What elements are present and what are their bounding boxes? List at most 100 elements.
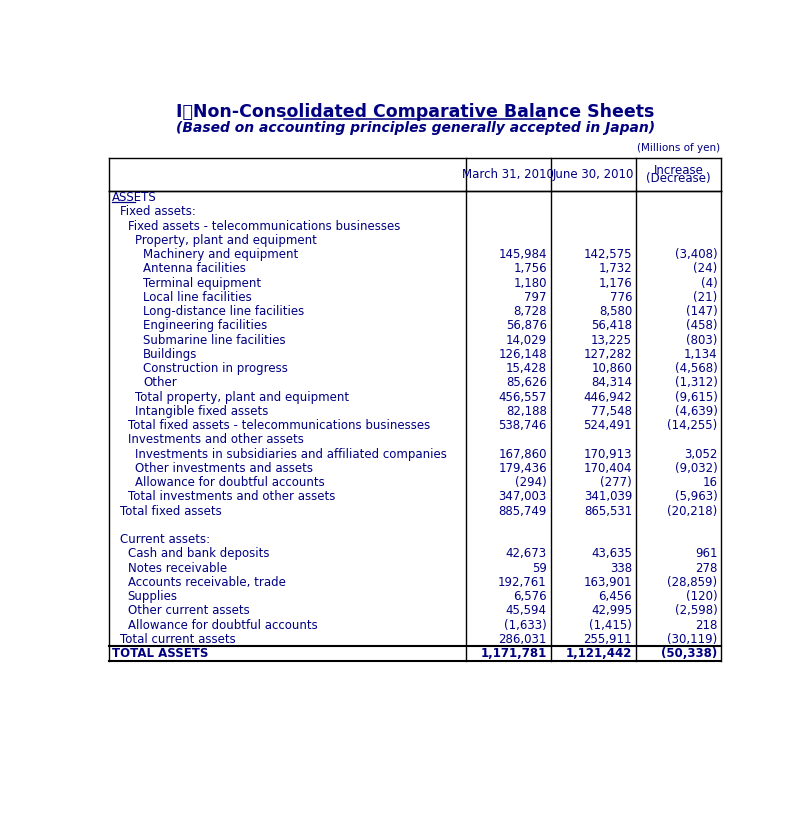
Text: Construction in progress: Construction in progress: [143, 362, 288, 375]
Text: Investments and other assets: Investments and other assets: [128, 433, 304, 446]
Text: 170,404: 170,404: [584, 462, 632, 475]
Text: 1,176: 1,176: [599, 276, 632, 290]
Text: 6,456: 6,456: [599, 590, 632, 603]
Text: Intangible fixed assets: Intangible fixed assets: [135, 405, 269, 418]
Text: (Decrease): (Decrease): [646, 172, 711, 185]
Text: 59: 59: [532, 562, 547, 575]
Text: Total fixed assets: Total fixed assets: [120, 505, 222, 517]
Text: Supplies: Supplies: [128, 590, 177, 603]
Text: 885,749: 885,749: [498, 505, 547, 517]
Text: 1,732: 1,732: [599, 262, 632, 276]
Text: Buildings: Buildings: [143, 348, 198, 361]
Text: 84,314: 84,314: [591, 376, 632, 389]
Text: 179,436: 179,436: [498, 462, 547, 475]
Text: 278: 278: [695, 562, 718, 575]
Text: June 30, 2010: June 30, 2010: [552, 168, 634, 181]
Text: (2,598): (2,598): [675, 605, 718, 617]
Text: (1,633): (1,633): [504, 619, 547, 632]
Text: (4,568): (4,568): [675, 362, 718, 375]
Text: (1,415): (1,415): [589, 619, 632, 632]
Text: (20,218): (20,218): [667, 505, 718, 517]
Text: 56,418: 56,418: [591, 319, 632, 332]
Text: (50,338): (50,338): [661, 647, 718, 660]
Text: (28,859): (28,859): [667, 576, 718, 589]
Text: 42,995: 42,995: [591, 605, 632, 617]
Text: Fixed assets:: Fixed assets:: [120, 205, 196, 219]
Text: 456,557: 456,557: [498, 391, 547, 403]
Text: Total investments and other assets: Total investments and other assets: [128, 490, 335, 503]
Text: (4,639): (4,639): [675, 405, 718, 418]
Text: 77,548: 77,548: [591, 405, 632, 418]
Text: (30,119): (30,119): [667, 633, 718, 646]
Text: 167,860: 167,860: [498, 448, 547, 460]
Text: 192,761: 192,761: [498, 576, 547, 589]
Text: Allowance for doubtful accounts: Allowance for doubtful accounts: [128, 619, 318, 632]
Text: Other: Other: [143, 376, 177, 389]
Text: Current assets:: Current assets:: [120, 533, 210, 546]
Text: 8,580: 8,580: [599, 305, 632, 318]
Text: Antenna facilities: Antenna facilities: [143, 262, 246, 276]
Text: 1,171,781: 1,171,781: [480, 647, 547, 660]
Text: 145,984: 145,984: [498, 248, 547, 262]
Text: 16: 16: [702, 476, 718, 489]
Text: (9,032): (9,032): [675, 462, 718, 475]
Text: 347,003: 347,003: [499, 490, 547, 503]
Text: (277): (277): [600, 476, 632, 489]
Text: (14,255): (14,255): [667, 419, 718, 432]
Text: Allowance for doubtful accounts: Allowance for doubtful accounts: [135, 476, 325, 489]
Text: (803): (803): [686, 333, 718, 346]
Text: 85,626: 85,626: [506, 376, 547, 389]
Text: Accounts receivable, trade: Accounts receivable, trade: [128, 576, 285, 589]
Text: Total property, plant and equipment: Total property, plant and equipment: [135, 391, 349, 403]
Text: (24): (24): [693, 262, 718, 276]
Text: Investments in subsidiaries and affiliated companies: Investments in subsidiaries and affiliat…: [135, 448, 447, 460]
Text: (147): (147): [685, 305, 718, 318]
Text: TOTAL ASSETS: TOTAL ASSETS: [112, 647, 208, 660]
Text: March 31, 2010: March 31, 2010: [463, 168, 554, 181]
Text: Total current assets: Total current assets: [120, 633, 236, 646]
Text: 45,594: 45,594: [506, 605, 547, 617]
Text: (1,312): (1,312): [675, 376, 718, 389]
Text: (458): (458): [686, 319, 718, 332]
Text: 218: 218: [695, 619, 718, 632]
Text: Long-distance line facilities: Long-distance line facilities: [143, 305, 305, 318]
Text: (9,615): (9,615): [675, 391, 718, 403]
Text: 797: 797: [524, 291, 547, 304]
Text: Increase: Increase: [654, 164, 704, 177]
Text: 1,180: 1,180: [514, 276, 547, 290]
Text: 163,901: 163,901: [584, 576, 632, 589]
Text: Fixed assets - telecommunications businesses: Fixed assets - telecommunications busine…: [128, 219, 400, 233]
Text: 15,428: 15,428: [506, 362, 547, 375]
Text: 776: 776: [610, 291, 632, 304]
Text: ASSETS: ASSETS: [112, 191, 157, 205]
Text: (21): (21): [693, 291, 718, 304]
Text: I．Non-Consolidated Comparative Balance Sheets: I．Non-Consolidated Comparative Balance S…: [176, 103, 654, 121]
Text: 446,942: 446,942: [583, 391, 632, 403]
Text: (4): (4): [701, 276, 718, 290]
Text: Other current assets: Other current assets: [128, 605, 249, 617]
Text: Submarine line facilities: Submarine line facilities: [143, 333, 286, 346]
Text: 42,673: 42,673: [505, 547, 547, 560]
Text: 865,531: 865,531: [584, 505, 632, 517]
Text: Local line facilities: Local line facilities: [143, 291, 252, 304]
Text: 341,039: 341,039: [584, 490, 632, 503]
Text: 286,031: 286,031: [498, 633, 547, 646]
Text: (294): (294): [515, 476, 547, 489]
Text: 142,575: 142,575: [584, 248, 632, 262]
Text: 1,121,442: 1,121,442: [565, 647, 632, 660]
Text: 1,756: 1,756: [514, 262, 547, 276]
Text: 961: 961: [695, 547, 718, 560]
Text: 3,052: 3,052: [684, 448, 718, 460]
Text: 524,491: 524,491: [583, 419, 632, 432]
Text: 126,148: 126,148: [498, 348, 547, 361]
Text: 538,746: 538,746: [498, 419, 547, 432]
Text: (5,963): (5,963): [675, 490, 718, 503]
Text: 6,576: 6,576: [514, 590, 547, 603]
Text: Property, plant and equipment: Property, plant and equipment: [135, 234, 318, 247]
Text: 14,029: 14,029: [505, 333, 547, 346]
Text: (120): (120): [686, 590, 718, 603]
Text: Notes receivable: Notes receivable: [128, 562, 227, 575]
Text: Other investments and assets: Other investments and assets: [135, 462, 313, 475]
Text: Total fixed assets - telecommunications businesses: Total fixed assets - telecommunications …: [128, 419, 430, 432]
Text: 127,282: 127,282: [583, 348, 632, 361]
